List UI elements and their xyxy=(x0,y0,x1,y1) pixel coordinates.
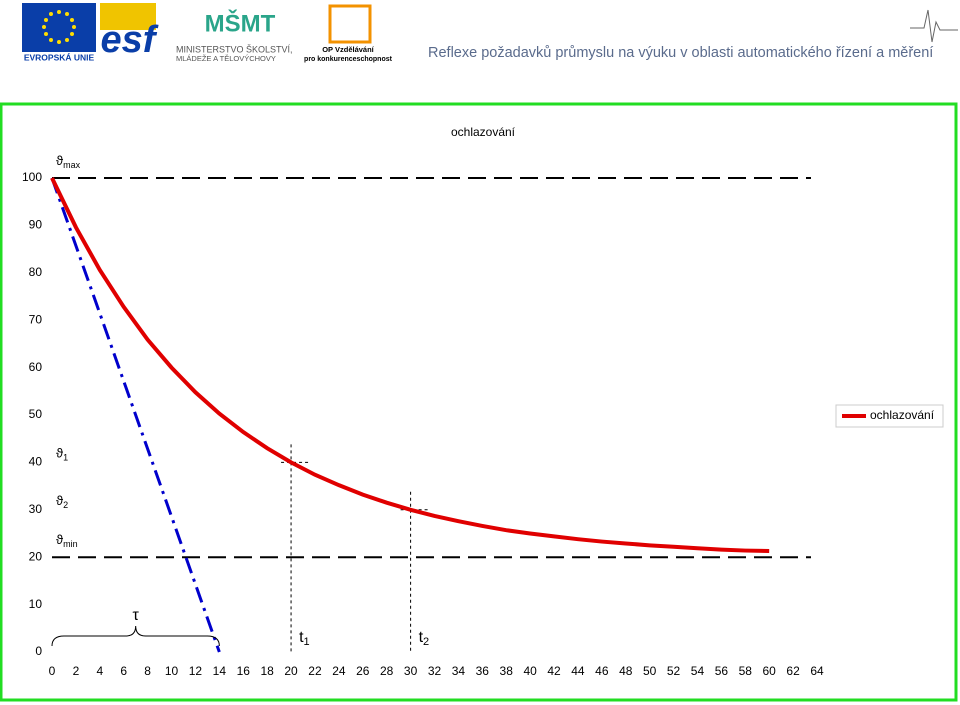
chart-frame xyxy=(0,102,958,702)
x-tick-label: 38 xyxy=(500,664,514,678)
y-tick-label: 60 xyxy=(29,360,43,374)
x-tick-label: 22 xyxy=(308,664,322,678)
esf-logo: esf xyxy=(101,19,159,61)
y-tick-label: 50 xyxy=(29,407,43,421)
y-tick-label: 30 xyxy=(29,502,43,516)
reference-label: ϑmin xyxy=(56,533,78,550)
x-tick-label: 34 xyxy=(452,664,466,678)
x-tick-label: 46 xyxy=(595,664,609,678)
level-label: ϑ2 xyxy=(56,493,68,510)
level-label-sub: 2 xyxy=(63,500,68,510)
x-tick-label: 28 xyxy=(380,664,394,678)
marker-label-main: t xyxy=(299,629,304,646)
x-tick-label: 16 xyxy=(237,664,251,678)
ministry-text: MINISTERSTVO ŠKOLSTVÍ, xyxy=(176,44,293,54)
header-icon xyxy=(910,9,958,43)
y-tick-label: 80 xyxy=(29,265,43,279)
x-tick-label: 58 xyxy=(739,664,753,678)
legend: ochlazování xyxy=(835,404,944,428)
x-tick-label: 48 xyxy=(619,664,633,678)
marker-label-sub: 1 xyxy=(304,636,310,648)
x-tick-label: 20 xyxy=(284,664,298,678)
x-tick-label: 2 xyxy=(73,664,80,678)
x-tick-label: 36 xyxy=(476,664,490,678)
legend-box xyxy=(835,404,944,428)
x-tick-label: 4 xyxy=(96,664,103,678)
y-tick-label: 10 xyxy=(29,597,43,611)
x-tick-label: 6 xyxy=(120,664,127,678)
marker-label-main: t xyxy=(419,629,424,646)
y-tick-label: 0 xyxy=(35,644,42,658)
y-tick-label: 70 xyxy=(29,312,43,326)
marker-label: t2 xyxy=(419,629,430,648)
reference-label: ϑmax xyxy=(56,153,81,170)
header-title: Reflexe požadavků průmyslu na výuku v ob… xyxy=(428,45,933,61)
y-tick-label: 100 xyxy=(22,170,42,184)
x-tick-label: 62 xyxy=(786,664,800,678)
x-tick-label: 50 xyxy=(643,664,657,678)
reference-label-main: ϑ xyxy=(56,533,64,548)
y-tick-label: 40 xyxy=(29,455,43,469)
x-tick-label: 24 xyxy=(332,664,346,678)
x-tick-label: 52 xyxy=(667,664,681,678)
esf-stripe xyxy=(100,3,156,30)
ministry-text: MLÁDEŽE A TĚLOVÝCHOVY xyxy=(176,54,276,63)
chart-title: ochlazování xyxy=(451,125,516,139)
x-tick-label: 60 xyxy=(763,664,777,678)
tau-label: τ xyxy=(133,607,140,624)
x-tick-label: 12 xyxy=(189,664,203,678)
y-tick-label: 90 xyxy=(29,218,43,232)
x-tick-label: 0 xyxy=(49,664,56,678)
marker-label: t1 xyxy=(299,629,310,648)
x-tick-label: 40 xyxy=(523,664,537,678)
op-text: OP Vzdělávání xyxy=(322,45,374,54)
eu-text: EVROPSKÁ UNIE xyxy=(24,52,95,62)
level-label-main: ϑ xyxy=(56,493,64,508)
msmt-logo: MŠMT xyxy=(205,9,276,37)
eu-stars xyxy=(42,10,76,44)
marker-label-sub: 2 xyxy=(423,636,429,648)
level-label-sub: 1 xyxy=(63,453,68,463)
x-tick-label: 26 xyxy=(356,664,370,678)
series-line xyxy=(50,177,770,554)
x-tick-label: 54 xyxy=(691,664,705,678)
x-tick-label: 30 xyxy=(404,664,418,678)
op-text: pro konkurenceschopnost xyxy=(304,56,393,63)
x-tick-label: 42 xyxy=(547,664,561,678)
reference-label-sub: max xyxy=(63,160,81,170)
x-tick-label: 56 xyxy=(715,664,729,678)
level-label: ϑ1 xyxy=(56,446,68,463)
tangent-line xyxy=(50,177,221,653)
tau-brace xyxy=(51,625,220,647)
op-logo xyxy=(328,4,372,44)
level-label-main: ϑ xyxy=(56,446,64,461)
reference-label-main: ϑ xyxy=(56,153,64,168)
x-tick-label: 44 xyxy=(571,664,585,678)
x-tick-label: 14 xyxy=(213,664,227,678)
x-tick-label: 32 xyxy=(428,664,442,678)
reference-label-sub: min xyxy=(63,540,78,550)
x-tick-label: 10 xyxy=(165,664,179,678)
y-tick-label: 20 xyxy=(29,549,43,563)
legend-label: ochlazování xyxy=(870,408,935,422)
header: EVROPSKÁ UNIE esf MINISTERSTVO ŠKOLSTVÍ,… xyxy=(22,3,958,63)
x-tick-label: 64 xyxy=(810,664,824,678)
x-tick-label: 18 xyxy=(260,664,274,678)
x-tick-label: 8 xyxy=(144,664,151,678)
